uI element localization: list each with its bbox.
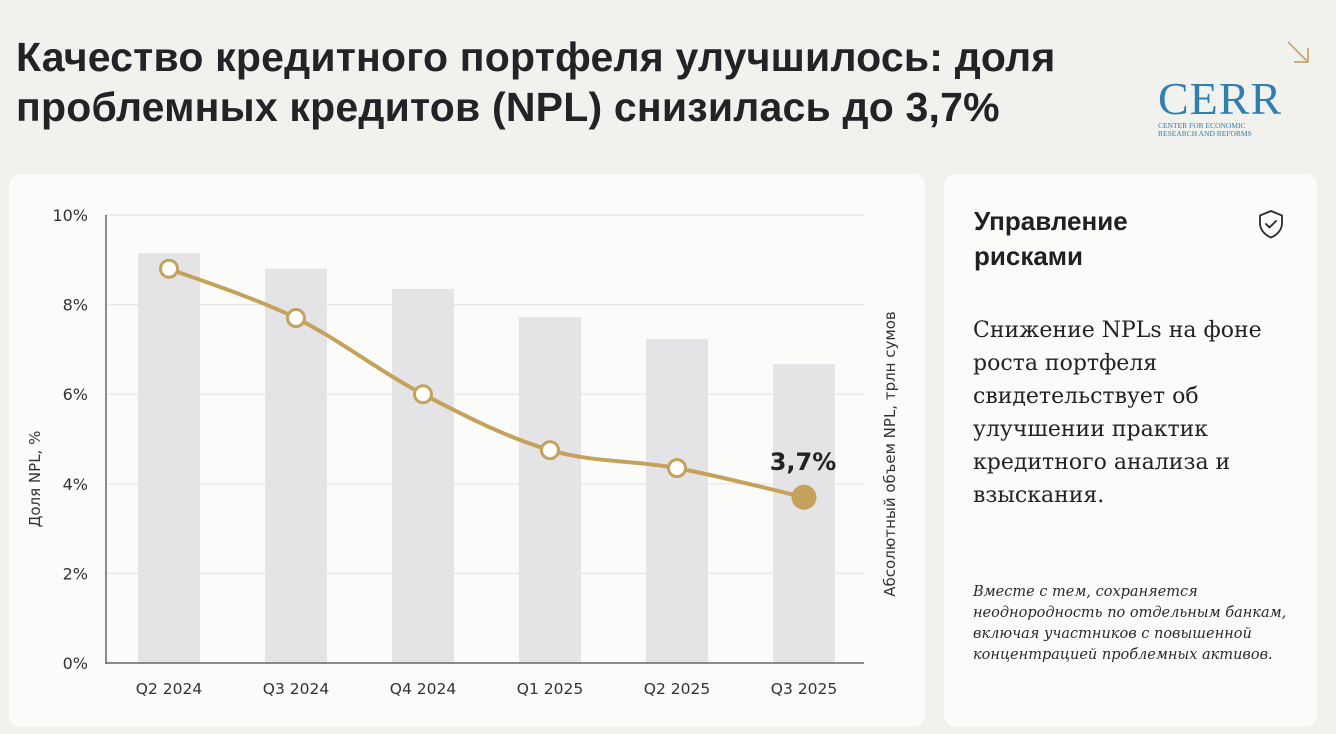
risk-management-card: Управление рисками Снижение NPLs на фоне… — [944, 174, 1317, 727]
x-tick-label: Q4 2024 — [390, 680, 456, 698]
x-tick-label: Q1 2025 — [517, 680, 583, 698]
npl-share-line — [167, 266, 806, 500]
cerr-logo: CERR CENTER FOR ECONOMIC RESEARCH AND RE… — [1156, 73, 1296, 138]
side-main-text: Снижение NPLs на фоне роста портфеля сви… — [973, 318, 1262, 508]
bar — [773, 364, 835, 663]
npl-chart: 0% 2% 4% 6% 8% 10% 3,7% Q2 2024 Q3 2024 Q4 2024 Q1… — [26, 206, 899, 698]
y-tick-label: 2% — [63, 564, 88, 583]
y-tick-label: 0% — [63, 654, 88, 673]
x-tick-label: Q2 2024 — [136, 680, 202, 698]
data-point — [159, 258, 179, 279]
annotation-label: 3,7% — [770, 448, 837, 476]
y-tick-label: 8% — [63, 296, 88, 315]
y-tick-label: 4% — [63, 475, 88, 494]
bar — [392, 288, 454, 663]
y-tick-label: 10% — [52, 206, 88, 225]
page-title: Качество кредитного портфеля улучшилось:… — [16, 34, 1056, 130]
bar — [646, 339, 708, 663]
side-title: Управление рисками — [974, 206, 1128, 271]
data-point-highlight — [791, 484, 817, 510]
bar — [138, 253, 200, 663]
logo-subtitle: CENTER FOR ECONOMIC RESEARCH AND REFORMS — [1158, 121, 1252, 138]
logo-name: CERR — [1158, 73, 1283, 124]
side-note: Вместе с тем, сохраняется неоднородность… — [973, 584, 1287, 663]
y2-axis-title: Абсолютный объем NPL, трлн сумов — [881, 311, 899, 596]
x-tick-label: Q3 2025 — [771, 680, 837, 698]
x-tick-label: Q2 2025 — [644, 680, 710, 698]
data-point — [413, 384, 433, 405]
data-point — [286, 308, 306, 329]
arrow-down-right-icon — [1287, 41, 1309, 63]
y-tick-label: 6% — [63, 385, 88, 404]
data-point — [540, 440, 560, 461]
bar — [265, 268, 327, 663]
data-point — [667, 458, 687, 479]
x-tick-label: Q3 2024 — [263, 680, 329, 698]
bar — [519, 317, 581, 663]
y-axis-title: Доля NPL, % — [26, 431, 44, 528]
chart-card: 0% 2% 4% 6% 8% 10% 3,7% Q2 2024 Q3 2024 Q4 2024 Q1… — [9, 174, 925, 727]
shield-check-icon — [1259, 210, 1283, 239]
